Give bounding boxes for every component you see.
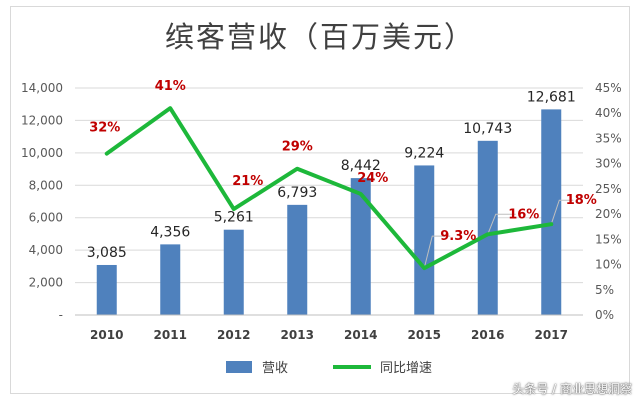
bar-value-label: 3,085 (87, 245, 127, 261)
x-tick-label: 2014 (344, 328, 377, 342)
y-right-tick-label: 0% (595, 308, 614, 322)
y-right-tick-label: 20% (595, 207, 622, 221)
bar-2013 (287, 204, 308, 315)
y-right-tick-label: 35% (595, 131, 622, 145)
x-tick-label: 2017 (535, 328, 568, 342)
growth-point-2013 (296, 168, 298, 170)
growth-point-2016 (487, 233, 489, 235)
growth-value-label: 41% (155, 79, 186, 94)
bar-value-label: 12,681 (527, 89, 576, 105)
data-labels: 3,085 4,356 5,261 6,793 8,442 9,224 10,743 12,6… (87, 79, 597, 261)
bar-2010 (96, 264, 117, 315)
x-tick-label: 2013 (281, 328, 314, 342)
bar-2014 (350, 178, 371, 315)
x-tick-label: 2016 (471, 328, 504, 342)
y-right-tick-label: 30% (595, 157, 622, 171)
legend-bar-swatch (226, 361, 252, 373)
y-left-tick-label: 4,000 (29, 243, 63, 257)
bar-value-label: 8,442 (341, 158, 381, 174)
bar-2011 (160, 244, 181, 315)
growth-point-2010 (106, 153, 108, 155)
growth-line (104, 106, 554, 271)
y-right-tick-label: 25% (595, 182, 622, 196)
leader-line (487, 213, 516, 235)
y-left-tick-label: 12,000 (21, 113, 63, 127)
bar-2015 (414, 165, 435, 315)
bar-value-label: 10,743 (463, 121, 512, 137)
bar-series (96, 109, 562, 315)
leader-line (550, 199, 574, 225)
chart-title: 缤客营收（百万美元） (164, 20, 475, 54)
y-right-tick-label: 5% (595, 283, 614, 297)
x-tick-label: 2011 (154, 328, 187, 342)
growth-value-label: 29% (282, 140, 313, 155)
y-left-tick-label: 14,000 (21, 81, 63, 95)
bar-value-label: 4,356 (150, 224, 190, 240)
x-tick-label: 2010 (90, 328, 123, 342)
growth-point-2017 (550, 223, 552, 225)
bar-value-label: 5,261 (214, 210, 254, 226)
y-left-tick-label: 2,000 (29, 276, 63, 290)
axes: - 2,000 4,000 6,000 8,000 10,000 12,000 14,000 0… (21, 81, 622, 342)
growth-point-2015 (423, 267, 425, 269)
x-tick-label: 2015 (408, 328, 441, 342)
bar-value-label: 6,793 (277, 185, 317, 201)
growth-point-2014 (360, 193, 362, 195)
label-leader-lines (423, 199, 574, 269)
legend-line-label: 同比增速 (380, 361, 432, 376)
leader-line (423, 235, 451, 269)
growth-value-label: 9.3% (440, 229, 476, 244)
growth-point-2012 (233, 208, 235, 210)
grid-lines (75, 87, 583, 316)
growth-value-label: 32% (89, 121, 120, 136)
growth-value-label: 24% (357, 171, 388, 186)
y-left-tick-label: 6,000 (29, 211, 63, 225)
y-right-tick-label: 45% (595, 81, 622, 95)
growth-value-label: 18% (566, 193, 597, 208)
y-right-tick-label: 10% (595, 258, 622, 272)
y-right-tick-label: 40% (595, 106, 622, 120)
chart-frame (10, 6, 630, 394)
y-left-tick-label: 10,000 (21, 146, 63, 160)
growth-value-label: 21% (232, 174, 263, 189)
bar-2017 (541, 109, 562, 315)
y-left-tick-label: - (59, 308, 63, 322)
watermark: 头条号 / 商业思想洞察 (512, 382, 632, 396)
legend: 营收 同比增速 (226, 361, 432, 376)
line-series (104, 106, 554, 271)
y-right-tick-label: 15% (595, 232, 622, 246)
bar-2016 (477, 140, 498, 315)
growth-point-2011 (169, 107, 171, 109)
legend-bar-label: 营收 (262, 361, 288, 376)
bar-value-label: 9,224 (404, 145, 444, 161)
x-tick-label: 2012 (217, 328, 250, 342)
y-left-tick-label: 8,000 (29, 178, 63, 192)
bar-2012 (223, 229, 244, 315)
growth-value-label: 16% (508, 207, 539, 222)
